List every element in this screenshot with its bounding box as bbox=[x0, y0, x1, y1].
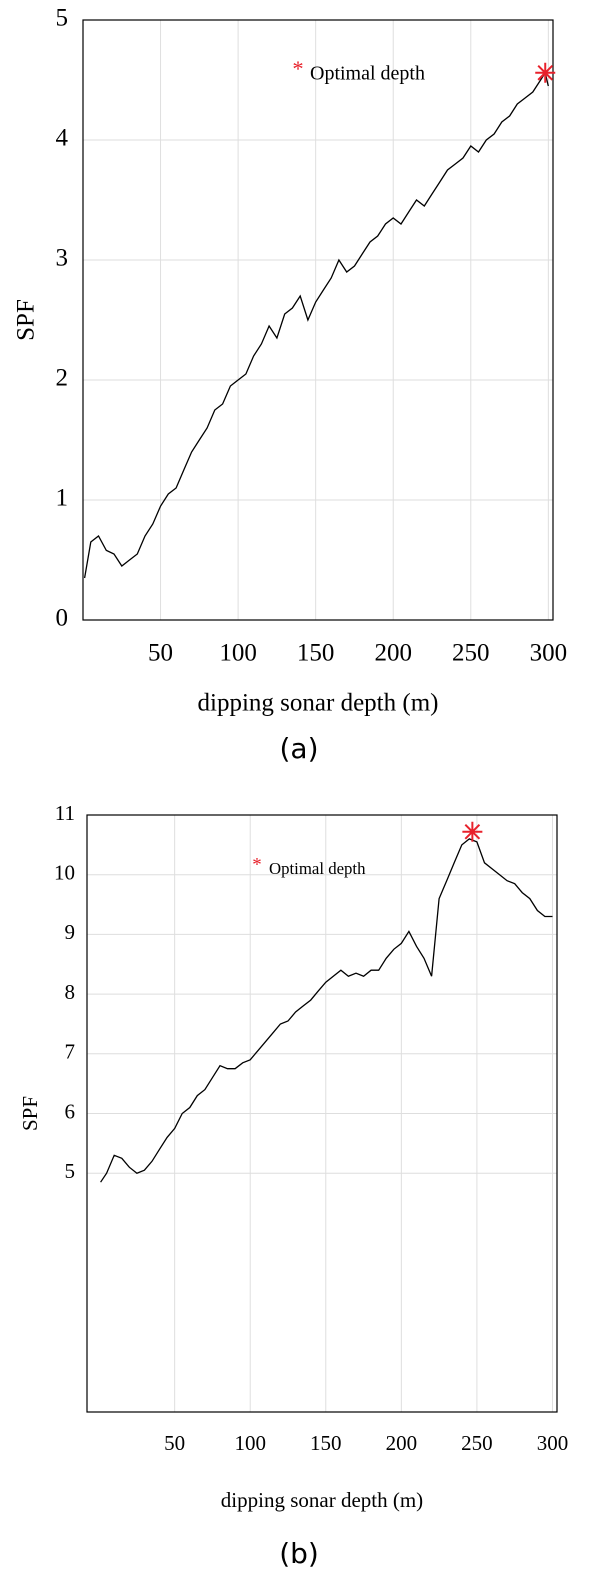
y-axis-label: SPF bbox=[13, 299, 40, 341]
y-axis-label: SPF bbox=[18, 1096, 42, 1131]
legend-label: Optimal depth bbox=[310, 63, 425, 85]
panel-label: (a) bbox=[279, 732, 318, 765]
x-tick-label: 250 bbox=[461, 1431, 493, 1455]
y-tick-label: 1 bbox=[56, 485, 69, 512]
x-tick-label: 250 bbox=[452, 640, 490, 667]
plot-frame bbox=[86, 814, 558, 1413]
y-tick-label: 2 bbox=[56, 365, 69, 392]
x-tick-label: 150 bbox=[310, 1431, 342, 1455]
y-tick-label: 8 bbox=[65, 980, 76, 1004]
legend-marker: * bbox=[292, 56, 303, 81]
panel-label: (b) bbox=[279, 1537, 319, 1570]
x-tick-label: 100 bbox=[219, 640, 257, 667]
y-tick-label: 7 bbox=[65, 1040, 76, 1064]
legend-label: Optimal depth bbox=[269, 859, 366, 878]
y-tick-label: 3 bbox=[56, 245, 69, 272]
y-tick-label: 10 bbox=[54, 861, 75, 885]
optimal-marker bbox=[462, 821, 483, 842]
x-tick-label: 100 bbox=[234, 1431, 266, 1455]
y-tick-label: 9 bbox=[65, 920, 76, 944]
x-tick-label: 300 bbox=[530, 640, 568, 667]
legend-marker: * bbox=[252, 854, 261, 875]
optimal-marker bbox=[535, 62, 556, 83]
y-tick-label: 4 bbox=[56, 125, 69, 152]
y-tick-label: 6 bbox=[65, 1099, 76, 1123]
x-axis-label: dipping sonar depth (m) bbox=[198, 690, 439, 717]
y-tick-label: 5 bbox=[65, 1159, 76, 1183]
x-tick-label: 200 bbox=[386, 1431, 418, 1455]
plot-frame bbox=[82, 19, 554, 621]
spf-line bbox=[83, 71, 549, 579]
x-tick-label: 150 bbox=[297, 640, 335, 667]
y-tick-label: 5 bbox=[56, 5, 69, 32]
x-tick-label: 50 bbox=[164, 1431, 185, 1455]
x-tick-label: 300 bbox=[537, 1431, 569, 1455]
y-tick-label: 11 bbox=[55, 801, 75, 825]
y-tick-label: 0 bbox=[56, 605, 69, 632]
x-axis-label: dipping sonar depth (m) bbox=[221, 1488, 423, 1512]
spf-line bbox=[100, 838, 553, 1183]
x-tick-label: 200 bbox=[374, 640, 412, 667]
x-tick-label: 50 bbox=[148, 640, 173, 667]
